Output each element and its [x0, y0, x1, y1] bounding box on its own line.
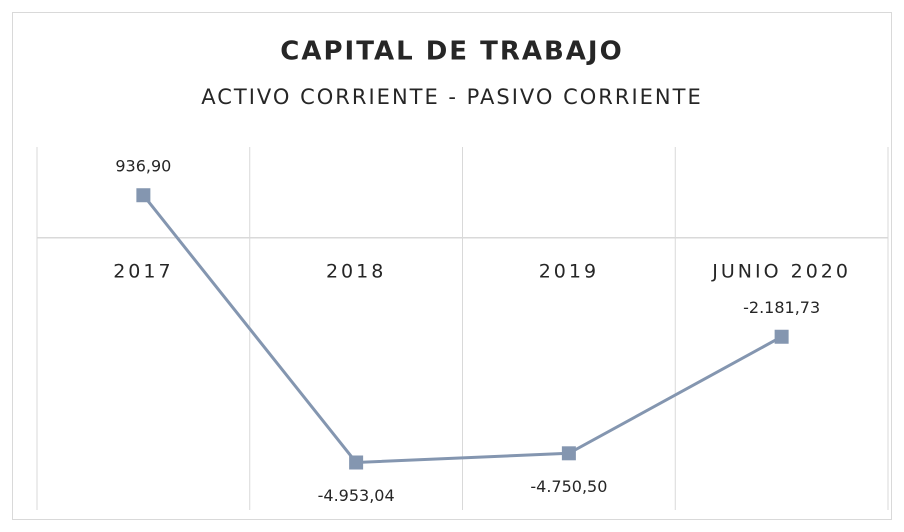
point-marker — [136, 188, 151, 203]
x-tick-label: 2018 — [326, 260, 386, 282]
series-line — [142, 194, 783, 465]
data-label: -2.181,73 — [743, 298, 820, 317]
x-tick-label: 2017 — [113, 260, 173, 282]
data-label: 936,90 — [115, 157, 171, 176]
chart-border — [12, 12, 892, 520]
data-label: -4.750,50 — [530, 477, 607, 496]
chart-title: CAPITAL DE TRABAJO — [280, 37, 623, 67]
chart-subtitle: ACTIVO CORRIENTE - PASIVO CORRIENTE — [201, 85, 703, 109]
x-tick-label: JUNIO 2020 — [711, 260, 851, 282]
point-marker — [774, 329, 789, 344]
point-marker — [349, 455, 364, 470]
x-tick-label: 2019 — [539, 260, 599, 282]
data-label: -4.953,04 — [318, 486, 395, 505]
point-marker — [561, 446, 576, 461]
